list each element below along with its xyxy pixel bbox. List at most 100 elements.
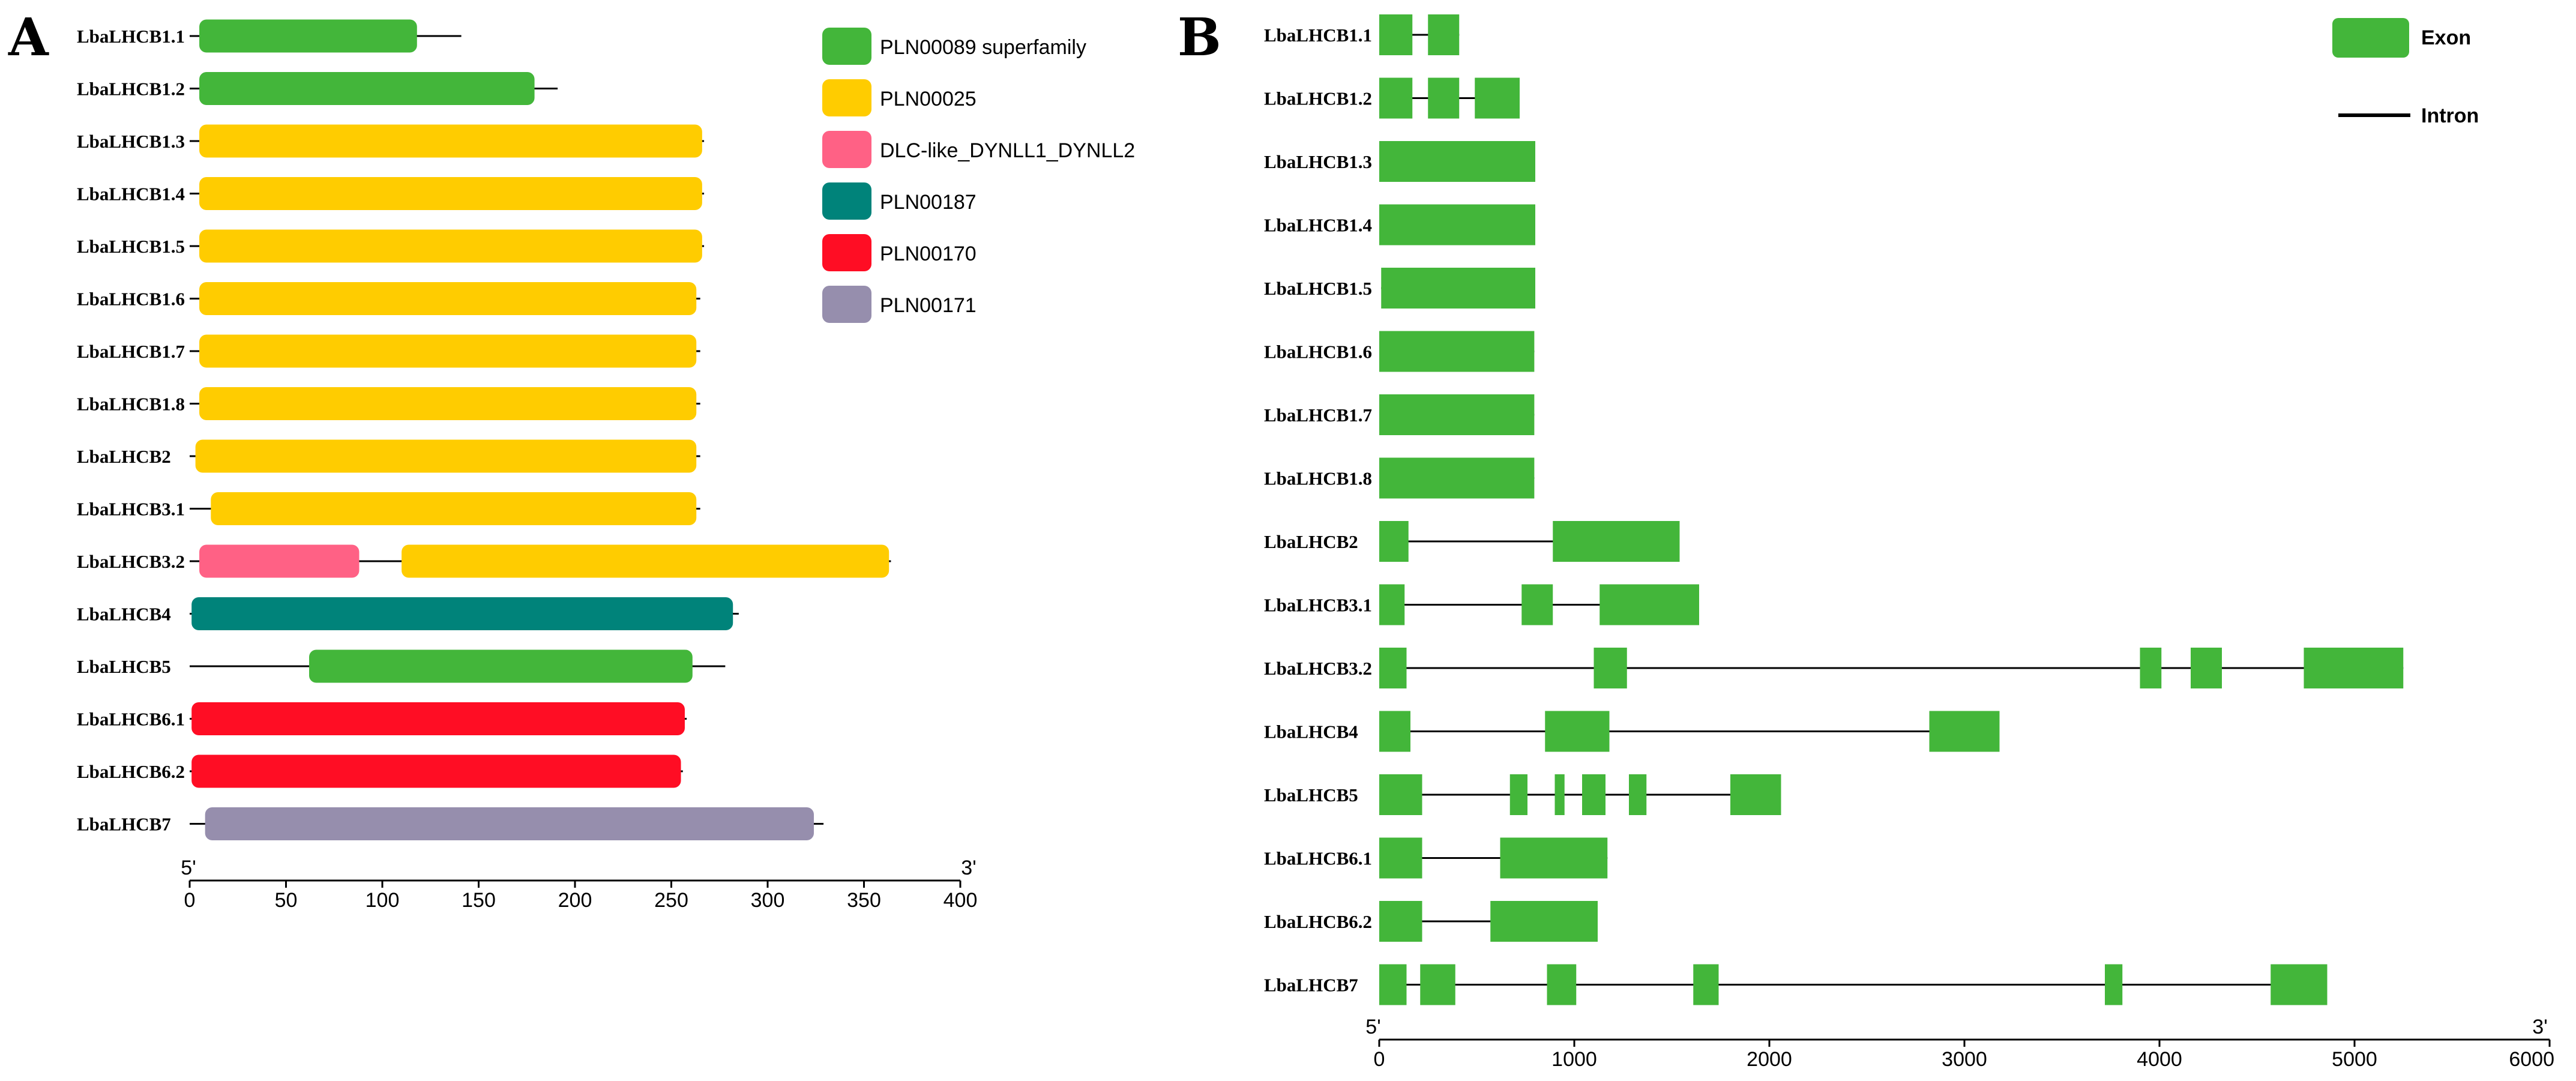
x-tick-label: 100 bbox=[366, 889, 400, 912]
domain-bar bbox=[199, 544, 360, 578]
gene-label-a: LbaLHCB1.4 bbox=[77, 184, 185, 205]
exon-box bbox=[1379, 77, 1413, 119]
exon-box bbox=[1553, 521, 1680, 562]
exon-box bbox=[1593, 648, 1627, 688]
gene-label-a: LbaLHCB3.2 bbox=[77, 551, 185, 572]
gene-label-b: LbaLHCB3.1 bbox=[1264, 595, 1372, 616]
exon-box bbox=[1475, 77, 1520, 119]
panel-a-domain-chart: LbaLHCB1.1 LbaLHCB1.2 LbaLHCB1.3 LbaLHCB1.4… bbox=[77, 19, 1135, 912]
exon-box bbox=[2191, 648, 2222, 688]
gene-label-b: LbaLHCB1.2 bbox=[1264, 88, 1372, 109]
domain-bar bbox=[199, 334, 697, 368]
legend-intron-label: Intron bbox=[2421, 104, 2479, 127]
exon-box bbox=[1599, 584, 1699, 625]
x-tick-label: 300 bbox=[751, 889, 785, 912]
domain-bar bbox=[199, 387, 697, 420]
domain-bar bbox=[211, 492, 697, 525]
exon-box bbox=[2304, 648, 2404, 688]
legend-label: PLN00187 bbox=[880, 191, 977, 214]
gene-label-b: LbaLHCB1.1 bbox=[1264, 25, 1372, 46]
exon-box bbox=[1490, 901, 1598, 942]
x-tick-label: 250 bbox=[654, 889, 688, 912]
gene-label-a: LbaLHCB1.7 bbox=[77, 341, 185, 362]
gene-label-a: LbaLHCB7 bbox=[77, 814, 171, 835]
gene-label-b: LbaLHCB1.6 bbox=[1264, 342, 1372, 363]
exon-box bbox=[1547, 964, 1577, 1005]
gene-label-a: LbaLHCB1.5 bbox=[77, 236, 185, 257]
axis-start-label: 5' bbox=[181, 857, 196, 879]
x-tick-label: 200 bbox=[558, 889, 592, 912]
gene-label-b: LbaLHCB6.2 bbox=[1264, 911, 1372, 932]
domain-bar bbox=[309, 649, 693, 683]
legend-label: DLC-like_DYNLL1_DYNLL2 bbox=[880, 139, 1135, 162]
x-tick-label: 350 bbox=[847, 889, 881, 912]
domain-bar bbox=[191, 702, 685, 735]
gene-label-a: LbaLHCB1.2 bbox=[77, 79, 185, 100]
legend-swatch bbox=[822, 28, 871, 65]
legend-exon-label: Exon bbox=[2421, 26, 2471, 49]
x-tick-label: 150 bbox=[462, 889, 496, 912]
gene-label-a: LbaLHCB1.1 bbox=[77, 26, 185, 47]
gene-label-a: LbaLHCB3.1 bbox=[77, 499, 185, 520]
x-tick-label: 400 bbox=[943, 889, 978, 912]
gene-label-a: LbaLHCB6.1 bbox=[77, 709, 185, 730]
domain-bar bbox=[402, 544, 889, 578]
exon-box bbox=[1420, 964, 1455, 1005]
exon-box bbox=[1509, 774, 1527, 815]
gene-label-b: LbaLHCB1.4 bbox=[1264, 215, 1372, 236]
legend-swatch bbox=[822, 234, 871, 271]
exon-box bbox=[1730, 774, 1781, 815]
exon-box bbox=[1521, 584, 1553, 625]
x-tick-label: 0 bbox=[1374, 1048, 1385, 1071]
domain-bar bbox=[199, 282, 697, 315]
exon-box bbox=[1693, 964, 1719, 1005]
exon-box bbox=[2140, 648, 2162, 688]
legend-swatch bbox=[822, 79, 871, 116]
gene-label-b: LbaLHCB1.3 bbox=[1264, 151, 1372, 172]
legend-label: PLN00171 bbox=[880, 294, 977, 317]
exon-box bbox=[1379, 584, 1405, 625]
x-tick-label: 4000 bbox=[2137, 1048, 2182, 1071]
axis-end-label: 3' bbox=[2532, 1016, 2547, 1038]
exon-box bbox=[1428, 77, 1460, 119]
exon-box bbox=[1379, 964, 1407, 1005]
gene-label-b: LbaLHCB6.1 bbox=[1264, 848, 1372, 869]
exon-box bbox=[1379, 331, 1535, 372]
gene-label-a: LbaLHCB6.2 bbox=[77, 761, 185, 782]
domain-bar bbox=[191, 754, 681, 788]
gene-label-b: LbaLHCB1.7 bbox=[1264, 405, 1372, 426]
exon-box bbox=[1554, 774, 1565, 815]
legend-label: PLN00025 bbox=[880, 88, 977, 110]
domain-bar bbox=[205, 807, 814, 840]
exon-box bbox=[1929, 711, 2000, 752]
exon-box bbox=[1379, 901, 1422, 942]
gene-label-a: LbaLHCB1.6 bbox=[77, 289, 185, 310]
exon-box bbox=[1379, 457, 1535, 499]
gene-label-b: LbaLHCB2 bbox=[1264, 531, 1358, 552]
x-tick-label: 50 bbox=[275, 889, 298, 912]
x-tick-label: 1000 bbox=[1551, 1048, 1597, 1071]
exon-box bbox=[2271, 964, 2328, 1005]
exon-box bbox=[1500, 837, 1608, 879]
legend-label: PLN00089 superfamily bbox=[880, 36, 1086, 59]
exon-box bbox=[1545, 711, 1610, 752]
exon-box bbox=[1379, 394, 1535, 435]
exon-box bbox=[1428, 14, 1460, 55]
domain-bar bbox=[199, 19, 417, 53]
exon-box bbox=[1379, 14, 1413, 55]
domain-bar bbox=[199, 72, 535, 105]
gene-label-a: LbaLHCB5 bbox=[77, 656, 171, 677]
domain-bar bbox=[199, 229, 702, 263]
gene-label-b: LbaLHCB3.2 bbox=[1264, 658, 1372, 679]
exon-box bbox=[1379, 648, 1407, 688]
legend-swatch bbox=[822, 182, 871, 220]
exon-box bbox=[1379, 141, 1535, 182]
exon-box bbox=[1379, 837, 1422, 879]
panel-b-gene-structure-chart: LbaLHCB1.1 LbaLHCB1.2 LbaLHCB1.3 LbaLHCB1.4… bbox=[1264, 14, 2554, 1071]
exon-box bbox=[1629, 774, 1647, 815]
axis-start-label: 5' bbox=[1365, 1016, 1380, 1038]
gene-label-b: LbaLHCB4 bbox=[1264, 721, 1358, 742]
panel-a-letter: A bbox=[8, 7, 49, 68]
exon-box bbox=[1379, 204, 1535, 245]
